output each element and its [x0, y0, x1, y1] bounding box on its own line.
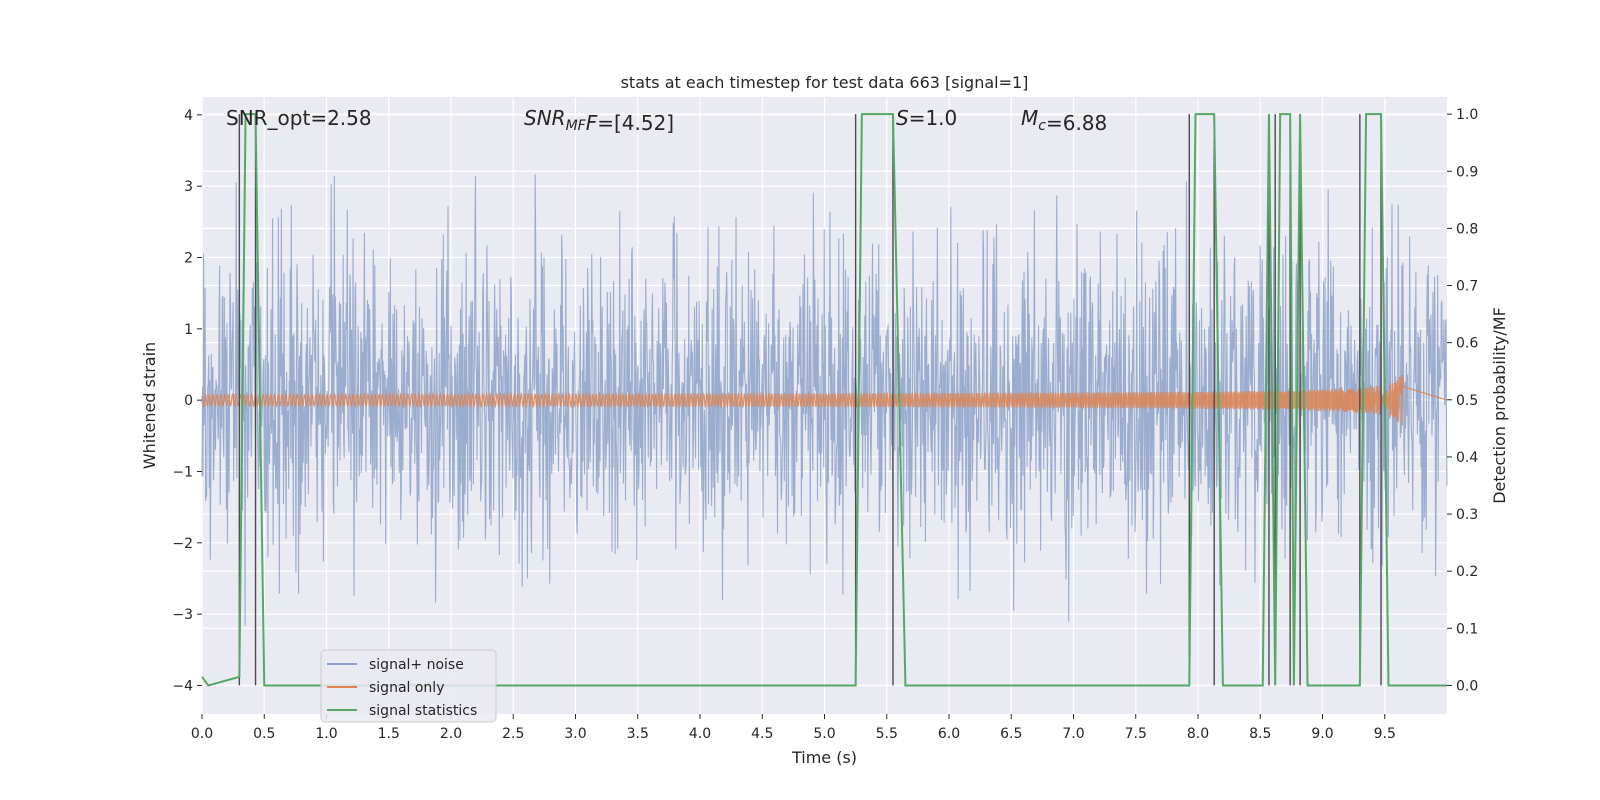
y-right-tick-label: 0.7: [1456, 279, 1478, 295]
axes: 0.0 0.5 1.0 1.5 2.0 2.5 3.0 3.5 4.0 4.5 5.0 5.5 6.0 6…: [172, 107, 1478, 742]
annotation-4: Mc=6.88: [1021, 106, 1107, 135]
y-right-tick-label: 0.0: [1456, 678, 1478, 694]
legend-box: [320, 649, 497, 723]
x-tick-label: 8.0: [1187, 726, 1209, 742]
y-right-tick-label: 0.9: [1456, 164, 1478, 180]
annotations: SNR_opt=2.58 SNRMFF=[4.52] S=1.0 Mc=6.88: [226, 106, 1107, 135]
y-left-tick-label: −1: [172, 464, 193, 480]
x-tick-label: 7.0: [1062, 726, 1084, 742]
y-axis-right-label: Detection probability/MF: [1490, 307, 1509, 504]
x-tick-label: 2.5: [502, 726, 524, 742]
x-tick-label: 6.0: [938, 726, 960, 742]
y-right-tick-label: 0.3: [1456, 507, 1478, 523]
y-right-tick-label: 0.5: [1456, 393, 1478, 409]
y-right-tick-label: 1.0: [1456, 107, 1478, 123]
legend-entry: signal+ noise: [369, 657, 464, 673]
signal-statistics-line: [201, 113, 1447, 687]
signal-only-line: [201, 375, 1448, 426]
y-right-tick-label: 0.2: [1456, 564, 1478, 580]
legend-entry: signal only: [369, 680, 444, 696]
y-axis-left-label: Whitened strain: [140, 342, 159, 469]
x-tick-label: 7.5: [1125, 726, 1147, 742]
x-axis-label: Time (s): [791, 748, 857, 767]
signal-statistics-series: [201, 113, 1447, 687]
legend: signal+ noise signal only signal statistic…: [320, 649, 497, 723]
y-right-tick-label: 0.8: [1456, 221, 1478, 237]
x-tick-label: 4.5: [751, 726, 773, 742]
y-left-tick-label: 4: [184, 108, 193, 124]
x-tick-label: 5.0: [813, 726, 835, 742]
y-left-tick-label: −3: [172, 607, 193, 623]
x-tick-label: 3.5: [627, 726, 649, 742]
x-tick-label: 6.5: [1000, 726, 1022, 742]
x-tick-label: 1.5: [378, 726, 400, 742]
x-tick-label: 0.0: [191, 726, 213, 742]
annotation-1: SNR_opt=2.58: [226, 106, 372, 130]
x-tick-label: 9.5: [1374, 726, 1396, 742]
x-tick-label: 9.0: [1311, 726, 1333, 742]
x-tick-label: 8.5: [1249, 726, 1271, 742]
y-left-tick-label: −4: [172, 678, 193, 694]
y-right-tick-label: 0.4: [1456, 450, 1478, 466]
annotation-3: S=1.0: [896, 106, 957, 130]
signal-noise-series: [201, 174, 1448, 626]
x-tick-label: 5.5: [876, 726, 898, 742]
x-tick-label: 2.0: [440, 726, 462, 742]
y-left-tick-label: 2: [184, 250, 193, 266]
y-right-tick-label: 0.1: [1456, 621, 1478, 637]
y-left-tick-label: 0: [184, 393, 193, 409]
y-left-tick-label: 3: [184, 179, 193, 195]
signal-noise-line: [201, 174, 1448, 626]
x-tick-label: 1.0: [315, 726, 337, 742]
x-tick-label: 0.5: [253, 726, 275, 742]
y-left-tick-label: 1: [184, 322, 193, 338]
y-right-tick-label: 0.6: [1456, 336, 1478, 352]
legend-entry: signal statistics: [369, 703, 477, 719]
x-tick-label: 4.0: [689, 726, 711, 742]
signal-only-series: [201, 375, 1448, 426]
annotation-2: SNRMFF=[4.52]: [524, 106, 674, 135]
chart-title: stats at each timestep for test data 663…: [621, 73, 1029, 92]
x-tick-label: 3.0: [564, 726, 586, 742]
y-left-tick-label: −2: [172, 536, 193, 552]
